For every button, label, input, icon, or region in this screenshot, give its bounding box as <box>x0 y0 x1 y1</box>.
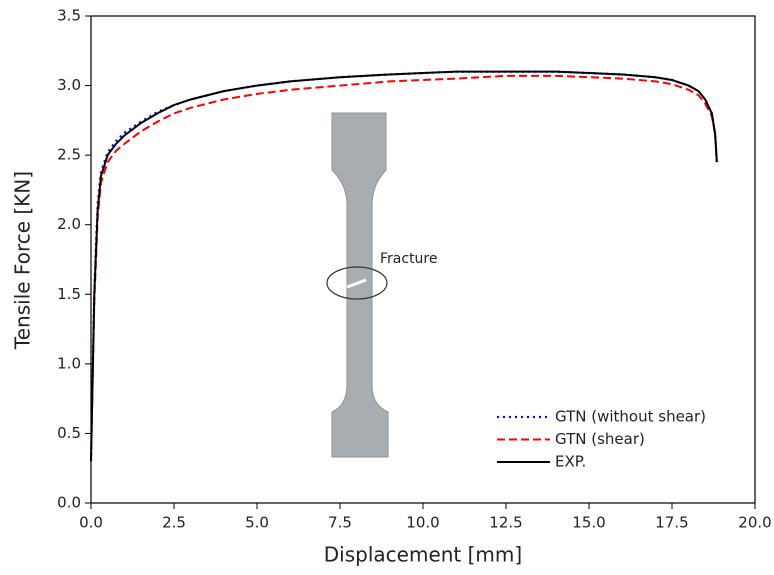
x-tick-label: 10.0 <box>406 514 439 532</box>
x-tick-label: 0.0 <box>79 514 103 532</box>
x-tick-label: 20.0 <box>738 514 771 532</box>
x-tick-label: 7.5 <box>328 514 352 532</box>
x-tick-label: 12.5 <box>489 514 522 532</box>
crack <box>346 278 367 289</box>
y-tick-label: 1.5 <box>57 285 81 303</box>
specimen <box>331 112 389 458</box>
y-tick-label: 2.5 <box>57 146 81 164</box>
legend-label: GTN (without shear) <box>555 408 706 426</box>
x-tick-label: 17.5 <box>655 514 688 532</box>
x-axis-label: Displacement [mm] <box>324 543 522 567</box>
y-tick-label: 0.0 <box>57 494 81 512</box>
legend-label: EXP. <box>555 453 586 471</box>
y-tick-label: 2.0 <box>57 215 81 233</box>
fracture-ellipse <box>326 266 388 300</box>
y-tick-label: 3.0 <box>57 76 81 94</box>
y-tick-label: 1.0 <box>57 354 81 372</box>
x-tick-label: 15.0 <box>572 514 605 532</box>
y-axis-label: Tensile Force [KN] <box>11 171 35 350</box>
x-tick-label: 2.5 <box>162 514 186 532</box>
y-tick-label: 0.5 <box>57 424 81 442</box>
annotation: Fracture <box>380 251 438 267</box>
legend-label: GTN (shear) <box>555 430 645 448</box>
specimen-inset: Fracture <box>326 112 438 458</box>
series-line <box>90 74 718 462</box>
series-line <box>90 70 718 462</box>
y-tick-label: 3.5 <box>57 7 81 25</box>
x-tick-label: 5.0 <box>245 514 269 532</box>
